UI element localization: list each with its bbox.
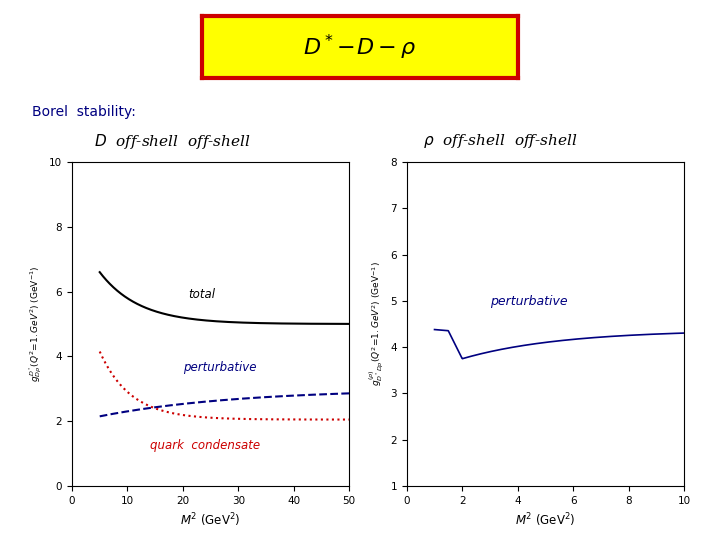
- X-axis label: $M^2$ (GeV$^2$): $M^2$ (GeV$^2$): [180, 511, 241, 529]
- Text: $\rho$  off-shell  off-shell: $\rho$ off-shell off-shell: [423, 132, 577, 150]
- Text: perturbative: perturbative: [183, 361, 256, 374]
- Text: $D$  off-shell  off-shell: $D$ off-shell off-shell: [94, 132, 251, 151]
- X-axis label: $M^2$ (GeV$^2$): $M^2$ (GeV$^2$): [515, 511, 576, 529]
- Text: $D^*\!-\!D-\rho$: $D^*\!-\!D-\rho$: [303, 32, 417, 62]
- Text: total: total: [189, 288, 215, 301]
- Text: quark  condensate: quark condensate: [150, 438, 260, 452]
- Y-axis label: $g^{D^*}_{D\rho}(Q^2\!=\!1.GeV^2)$ (GeV$^{-1}$): $g^{D^*}_{D\rho}(Q^2\!=\!1.GeV^2)$ (GeV$…: [27, 266, 44, 382]
- Y-axis label: $g^{(\rho)}_{D^*D\rho}(Q^2\!=\!1.GeV^2)$ (GeV$^{-1}$): $g^{(\rho)}_{D^*D\rho}(Q^2\!=\!1.GeV^2)$…: [367, 261, 385, 387]
- Text: perturbative: perturbative: [490, 295, 567, 308]
- Text: Borel  stability:: Borel stability:: [32, 105, 136, 119]
